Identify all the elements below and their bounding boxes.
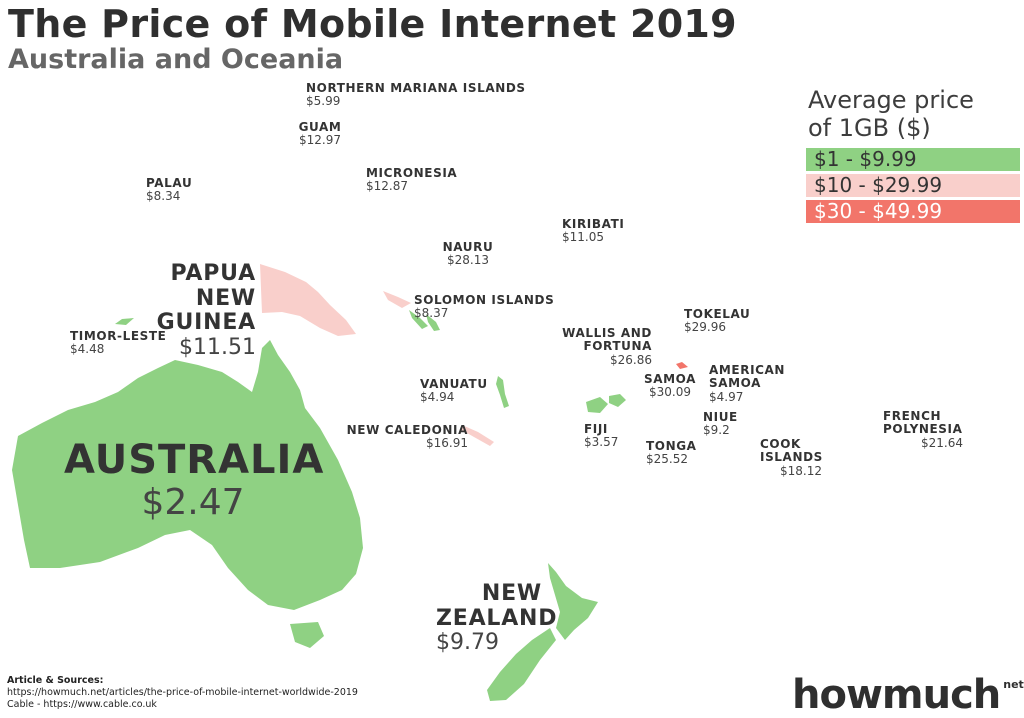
country-name: NIUE [703,410,738,424]
country-price: $28.13 [447,253,489,268]
country-name: SAMOA [643,372,697,386]
fiji-shape [586,394,626,413]
country-price: $9.2 [703,423,730,438]
country-label-solomon-islands: SOLOMON ISLANDS $8.37 [414,293,555,321]
country-label-niue: NIUE $9.2 [703,410,738,438]
sources-heading: Article & Sources: [7,675,104,686]
country-price: $18.12 [780,463,822,478]
country-label-guam: GUAM $12.97 [296,120,344,148]
country-label-papua-new-guinea: PAPUA NEW GUINEA $11.51 [98,261,256,361]
country-label-australia: AUSTRALIA $2.47 [64,437,325,523]
country-name: TIMOR-LESTE [70,329,167,343]
country-price: $8.37 [414,306,449,321]
country-label-kiribati: KIRIBATI $11.05 [562,217,625,245]
country-price: $26.86 [610,352,652,367]
country-name: NAURU [442,240,494,254]
country-label-fiji: FIJI $3.57 [584,422,619,450]
country-name: SOLOMON ISLANDS [414,293,555,307]
country-label-new-caledonia: NEW CALEDONIA $16.91 [346,423,468,451]
country-price: $29.96 [684,320,726,335]
country-name: TONGA [646,439,697,453]
new-britain-shape [383,291,411,308]
country-price: $4.97 [709,389,744,404]
country-name: WALLIS AND FORTUNA [562,326,652,354]
new-zealand-north-shape [548,563,598,640]
country-name: PALAU [146,176,193,190]
country-name: PAPUA NEW GUINEA [156,261,256,336]
source-link-cable[interactable]: Cable - https://www.cable.co.uk [7,699,157,711]
country-price: $11.05 [562,230,604,245]
country-name: NEW CALEDONIA [346,423,468,437]
country-label-cook-islands: COOK ISLANDS $18.12 [760,437,823,478]
country-price: $30.09 [649,385,691,400]
solomon-islands-shape [409,310,440,331]
tasmania-shape [290,622,324,648]
legend-title: Average price of 1GB ($) [808,86,974,143]
country-label-micronesia: MICRONESIA $12.87 [366,166,458,194]
country-label-american-samoa: AMERICAN SAMOA $4.97 [709,363,786,404]
new-caledonia-shape [460,425,494,446]
country-price: $12.87 [366,179,408,194]
country-price: $9.79 [436,630,499,656]
country-name: FRENCH POLYNESIA [883,409,963,437]
map-subtitle: Australia and Oceania [8,44,344,75]
country-name: GUAM [298,120,342,134]
country-label-tokelau: TOKELAU $29.96 [684,307,751,335]
samoa-shape [676,362,688,369]
country-price: $5.99 [306,94,341,109]
country-label-northern-mariana-islands: NORTHERN MARIANA ISLANDS $5.99 [306,81,526,109]
sources-block: Article & Sources: https://howmuch.net/a… [7,675,358,711]
country-name: MICRONESIA [366,166,458,180]
new-zealand-south-shape [487,628,556,701]
legend-item-mid: $10 - $29.99 [806,173,1020,197]
logo-main: howmuch [792,672,1001,718]
legend-item-high: $30 - $49.99 [806,199,1020,223]
vanuatu-shape [496,376,509,408]
logo-suffix: net [1003,678,1024,691]
timor-leste-shape [115,318,134,325]
country-name: COOK ISLANDS [760,437,823,465]
country-label-tonga: TONGA $25.52 [646,439,697,467]
country-label-palau: PALAU $8.34 [146,176,193,204]
country-price: $11.51 [179,334,256,360]
price-legend: Average price of 1GB ($) $1 - $9.99 $10 … [806,86,1020,226]
country-name: AUSTRALIA [64,437,325,483]
australia-shape [12,340,363,610]
country-label-nauru: NAURU $28.13 [438,240,498,268]
legend-item-low: $1 - $9.99 [806,147,1020,171]
country-name: FIJI [584,422,608,436]
country-name: NORTHERN MARIANA ISLANDS [306,81,526,95]
map-title: The Price of Mobile Internet 2019 [8,2,737,46]
country-price: $16.91 [426,436,468,451]
country-name: AMERICAN SAMOA [709,363,786,391]
country-name: KIRIBATI [562,217,625,231]
howmuch-logo: howmuch net [792,672,1024,718]
source-link-article[interactable]: https://howmuch.net/articles/the-price-o… [7,687,358,699]
country-label-timor-leste: TIMOR-LESTE $4.48 [70,329,167,357]
country-price: $2.47 [141,481,245,523]
country-label-new-zealand: NEW ZEALAND $9.79 [436,581,558,656]
country-label-vanuatu: VANUATU $4.94 [420,377,488,405]
country-price: $3.57 [584,435,619,450]
country-label-wallis-and-fortuna: WALLIS AND FORTUNA $26.86 [560,326,652,367]
country-name: TOKELAU [684,307,751,321]
country-price: $8.34 [146,189,181,204]
country-price: $21.64 [921,435,963,450]
country-price: $12.97 [299,133,341,148]
country-name: NEW ZEALAND [436,581,558,631]
country-name: VANUATU [420,377,488,391]
country-label-french-polynesia: FRENCH POLYNESIA $21.64 [883,409,963,450]
country-price: $4.48 [70,342,105,357]
country-label-samoa: SAMOA $30.09 [642,372,698,400]
country-price: $25.52 [646,452,688,467]
papua-new-guinea-shape [260,264,356,336]
country-price: $4.94 [420,390,455,405]
